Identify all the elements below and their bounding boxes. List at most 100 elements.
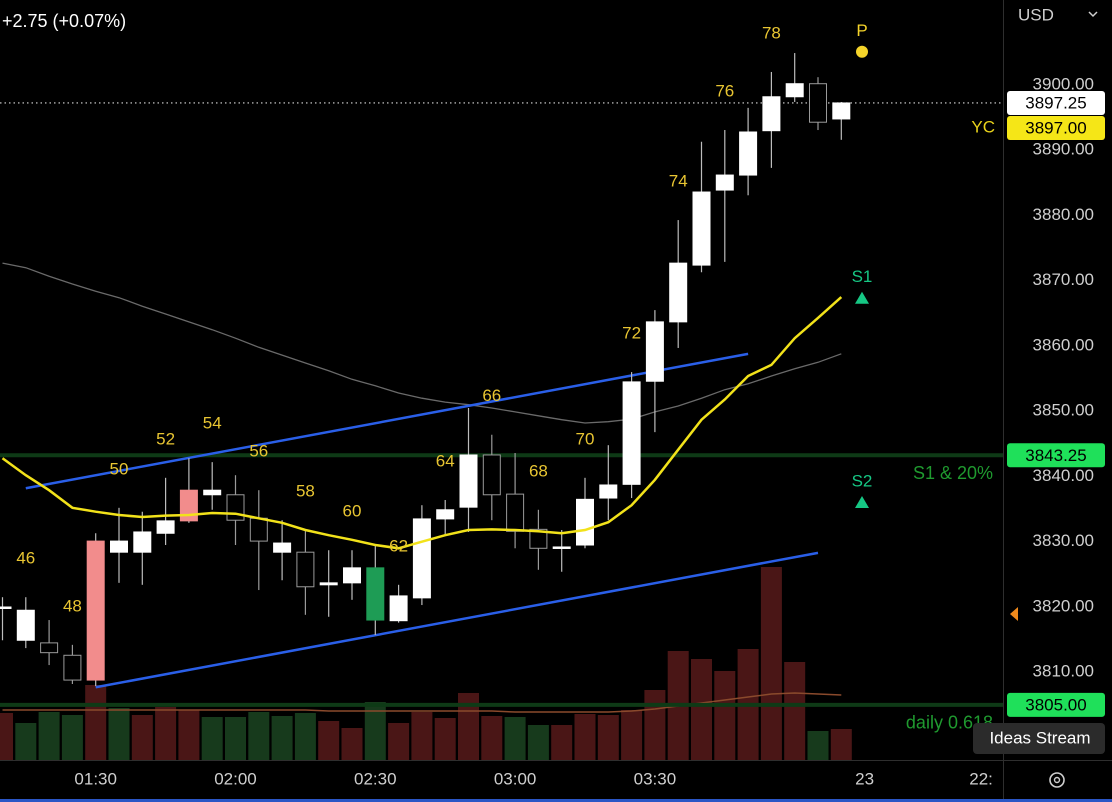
y-tick-label: 3900.00 [1033, 75, 1094, 94]
candle-body [715, 174, 734, 191]
bar-number: 76 [715, 82, 734, 101]
candle-body [482, 454, 501, 496]
dropdown-chevron [1088, 11, 1098, 18]
bar-number: 70 [576, 429, 595, 448]
candle-body [739, 131, 758, 176]
candle-body [529, 528, 548, 549]
price-change: +2.75 (+0.07%) [2, 11, 126, 31]
volume-bar [551, 725, 573, 760]
candle-body [273, 542, 292, 553]
y-tick-label: 3860.00 [1033, 335, 1094, 354]
volume-bar [294, 713, 316, 760]
tooltip-box [973, 723, 1105, 754]
price-axis: 3810.00 3820.00 3830.00 3840.00 3850.00 3860.… [1007, 75, 1105, 717]
bar-number: 48 [63, 596, 82, 615]
bar-number: 58 [296, 481, 315, 500]
alert-marker [1010, 607, 1018, 621]
volume-bar [0, 713, 13, 760]
candle-body [785, 83, 804, 98]
candle-body [576, 498, 594, 546]
volume-bar [178, 710, 200, 760]
price-tag-note: YC [971, 117, 995, 136]
volume-bar [61, 715, 83, 760]
candle-body [249, 517, 268, 542]
gear-hub [1053, 776, 1061, 784]
x-tick-label: 03:30 [634, 769, 677, 788]
y-tick-label: 3830.00 [1033, 531, 1094, 550]
y-tick-label: 3880.00 [1033, 205, 1094, 224]
candle-body [40, 642, 59, 654]
slow-moving-average [2, 262, 842, 424]
candle-body [296, 551, 315, 588]
bar-number: 72 [622, 324, 641, 343]
pivot-marker [856, 45, 868, 58]
settings-button[interactable] [1049, 772, 1065, 788]
volume-bar [225, 717, 246, 760]
candle-body [645, 321, 664, 382]
volume-bar [271, 716, 293, 760]
bar-number: 60 [343, 502, 362, 521]
candle-body [436, 509, 455, 520]
price-tag-label: 3897.00 [1025, 118, 1086, 137]
x-tick-label: 02:00 [214, 769, 257, 788]
volume-bar [38, 712, 60, 760]
candle-body [110, 540, 128, 553]
x-tick-label: 02:30 [354, 769, 397, 788]
currency-selector[interactable]: USD [1018, 5, 1054, 24]
volume-bar [85, 685, 107, 760]
volume-bar [597, 715, 619, 760]
candle-body [0, 606, 12, 609]
candle-body [366, 567, 385, 621]
bar-number: 66 [482, 386, 501, 405]
candle-body [343, 567, 361, 584]
bar-number: 74 [669, 172, 688, 191]
volume-bar [364, 702, 386, 760]
bar-number: 64 [436, 451, 455, 470]
window-border [0, 799, 1112, 802]
gear-icon [1049, 772, 1065, 788]
y-tick-label: 3850.00 [1033, 401, 1094, 420]
volume-bar [131, 715, 153, 760]
volume-bar [248, 712, 270, 760]
candle-body [389, 595, 408, 622]
y-tick-label: 3890.00 [1033, 140, 1094, 159]
candle-body [669, 262, 688, 323]
x-tick-label: 22: [969, 769, 993, 788]
bar-number: 62 [389, 536, 408, 555]
price-tag [1007, 90, 1105, 115]
volume-bar [458, 693, 479, 760]
candle-body [179, 489, 198, 522]
bar-number: 56 [249, 442, 268, 461]
bar-number: 52 [156, 429, 175, 448]
price-tag-label: 3805.00 [1025, 695, 1086, 714]
bar-number: 50 [110, 459, 129, 478]
bar-number: 46 [16, 549, 35, 568]
candle-body [319, 582, 338, 586]
volume-bar [714, 671, 736, 760]
volume-bar [574, 714, 596, 760]
candle-body [622, 381, 641, 485]
candle-body [762, 96, 781, 132]
candle-body [412, 518, 431, 599]
candle-body [133, 531, 152, 553]
volume-bar [388, 723, 410, 760]
pivot-label: S1 [852, 267, 873, 286]
volume-bar [807, 731, 829, 760]
candle-body [203, 489, 222, 496]
bar-number: 78 [762, 23, 781, 42]
y-tick-label: 3870.00 [1033, 270, 1094, 289]
volume-bar [691, 659, 712, 760]
level-label: S1 & 20% [913, 463, 993, 483]
price-tag [1007, 115, 1105, 140]
pivot-marker [855, 291, 869, 304]
candle-body [226, 494, 245, 521]
tooltip: Ideas Stream [973, 723, 1105, 754]
price-tag-label: 3843.25 [1025, 446, 1086, 465]
bar-number: 54 [203, 414, 222, 433]
x-tick-label: 03:00 [494, 769, 537, 788]
price-tag [1007, 443, 1105, 468]
candle-body [506, 493, 525, 532]
